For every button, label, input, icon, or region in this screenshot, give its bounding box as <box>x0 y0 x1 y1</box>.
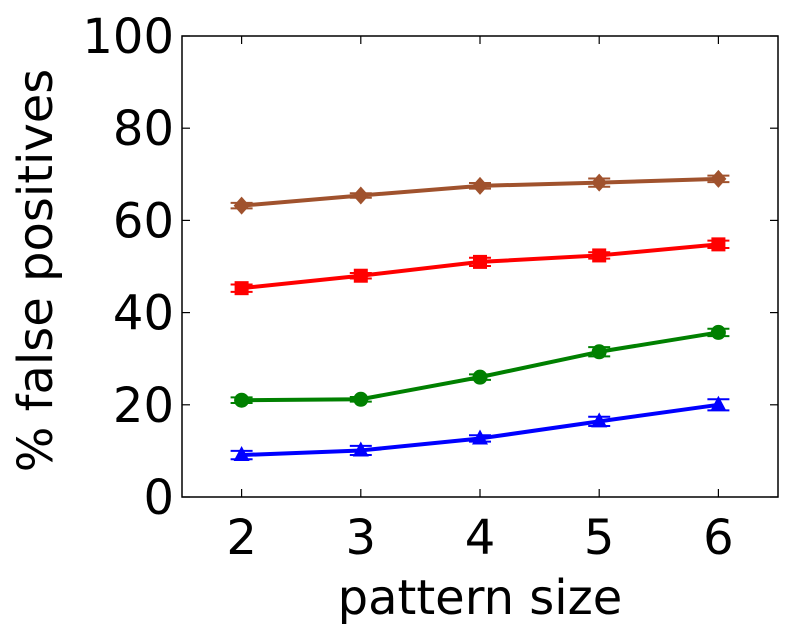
series-diamond <box>230 169 730 215</box>
data-point <box>234 281 249 296</box>
data-point <box>234 392 250 408</box>
series-layer <box>230 169 730 462</box>
data-point <box>711 237 726 252</box>
data-point <box>473 254 487 269</box>
x-tick-label: 2 <box>226 510 257 566</box>
y-tick-label: 20 <box>113 378 174 434</box>
x-tick-label: 6 <box>703 510 734 566</box>
data-point <box>591 344 607 360</box>
data-point <box>472 429 488 445</box>
data-point <box>591 412 608 428</box>
data-point <box>591 173 608 192</box>
x-tick-label: 3 <box>346 510 377 566</box>
y-tick-label: 0 <box>143 470 174 526</box>
data-point <box>710 395 727 411</box>
y-tick-label: 60 <box>113 193 174 249</box>
y-tick-label: 80 <box>113 101 174 157</box>
x-axis-label: pattern size <box>338 570 623 626</box>
data-point <box>352 186 369 205</box>
data-point <box>353 268 368 283</box>
data-point <box>352 441 369 457</box>
data-point <box>472 369 488 385</box>
data-point <box>710 169 727 188</box>
series-circle <box>230 324 730 408</box>
x-tick-label: 4 <box>465 510 496 566</box>
data-point <box>592 248 607 263</box>
series-square <box>230 237 730 296</box>
y-axis-label: % false positives <box>8 69 64 473</box>
data-point <box>472 176 488 195</box>
series-line <box>241 330 719 403</box>
x-tick-label: 5 <box>584 510 615 566</box>
series-triangle <box>230 395 730 462</box>
data-point <box>710 324 726 340</box>
y-tick-label: 40 <box>113 286 174 342</box>
y-tick-label: 100 <box>82 9 174 65</box>
data-point <box>233 196 250 215</box>
data-point <box>353 391 369 407</box>
data-point <box>233 446 250 462</box>
